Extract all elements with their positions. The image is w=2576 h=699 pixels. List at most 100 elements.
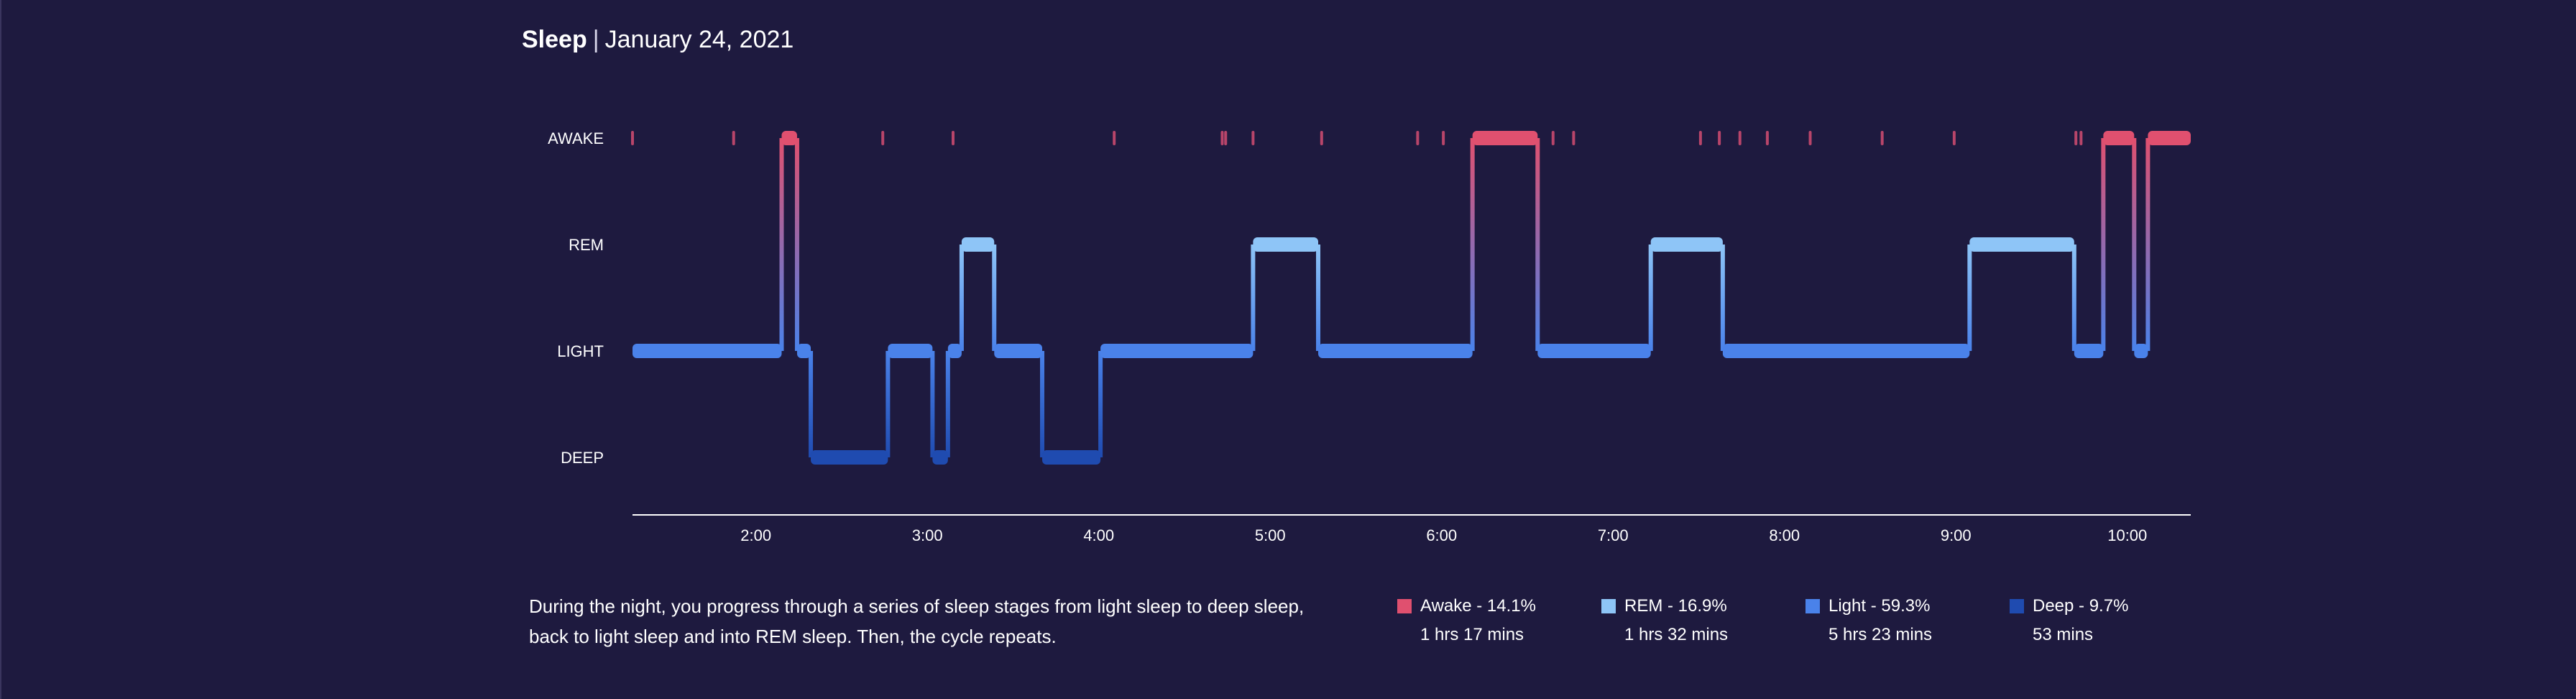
x-tick-label-7-00: 7:00 bbox=[1598, 526, 1629, 544]
legend-item-awake: Awake - 14.1% 1 hrs 17 mins bbox=[1397, 594, 1601, 647]
segment-light-19 bbox=[2074, 344, 2104, 358]
segment-rem-18 bbox=[1969, 237, 2074, 252]
stage-transitions bbox=[779, 138, 2150, 457]
transition-18 bbox=[2071, 245, 2076, 351]
transition-15 bbox=[1648, 245, 1653, 351]
legend-swatch-rem bbox=[1601, 599, 1616, 613]
y-label-deep: DEEP bbox=[561, 449, 604, 467]
segment-light-15 bbox=[1537, 344, 1651, 358]
brief-awakenings bbox=[631, 131, 2083, 145]
x-tick-label-10-00: 10:00 bbox=[2107, 526, 2147, 544]
segment-light-9 bbox=[994, 344, 1043, 358]
segment-light-5 bbox=[888, 344, 933, 358]
transition-12 bbox=[1316, 245, 1321, 351]
legend-duration-awake: 1 hrs 17 mins bbox=[1420, 625, 1524, 644]
transition-3 bbox=[809, 351, 814, 457]
legend-duration-light: 5 hrs 23 mins bbox=[1828, 625, 1933, 644]
transition-19 bbox=[2101, 138, 2106, 351]
y-label-rem: REM bbox=[569, 236, 604, 254]
transition-10 bbox=[1098, 351, 1103, 457]
segment-awake-20 bbox=[2103, 131, 2135, 145]
x-tick-label-5-00: 5:00 bbox=[1255, 526, 1286, 544]
transition-8 bbox=[992, 245, 997, 351]
x-tick-label-2-00: 2:00 bbox=[740, 526, 771, 544]
legend-label-light: Light - 59.3% bbox=[1828, 596, 1931, 616]
segment-awake-22 bbox=[2148, 131, 2191, 145]
segment-awake-14 bbox=[1472, 131, 1538, 145]
brief-awakening-14 bbox=[1698, 131, 1702, 145]
brief-awakening-6 bbox=[1220, 131, 1224, 145]
transition-4 bbox=[886, 351, 891, 457]
legend-duration-rem: 1 hrs 32 mins bbox=[1624, 625, 1729, 644]
transition-5 bbox=[930, 351, 935, 457]
segment-rem-16 bbox=[1650, 237, 1723, 252]
segment-light-1 bbox=[632, 344, 782, 358]
segment-awake-2 bbox=[781, 131, 797, 145]
transition-16 bbox=[1720, 245, 1725, 351]
segment-light-17 bbox=[1722, 344, 1970, 358]
legend-item-deep: Deep - 9.7% 53 mins bbox=[2010, 594, 2214, 647]
brief-awakening-18 bbox=[1808, 131, 1812, 145]
x-tick-label-8-00: 8:00 bbox=[1769, 526, 1800, 544]
legend-label-deep: Deep - 9.7% bbox=[2033, 596, 2129, 616]
y-axis-labels: AWAKE REM LIGHT DEEP bbox=[548, 129, 604, 467]
segment-light-3 bbox=[796, 344, 811, 358]
legend-item-light: Light - 59.3% 5 hrs 23 mins bbox=[1806, 594, 2010, 647]
segment-deep-6 bbox=[932, 450, 948, 465]
legend-swatch-deep bbox=[2010, 599, 2024, 613]
x-tick-label-9-00: 9:00 bbox=[1941, 526, 1972, 544]
transition-2 bbox=[794, 138, 799, 351]
transition-7 bbox=[959, 245, 964, 351]
segment-light-11 bbox=[1100, 344, 1254, 358]
sleep-stages-chart: AWAKE REM LIGHT DEEP 2:00 3:00 4:00 5:00 6:00 7:… bbox=[548, 129, 2191, 544]
x-tick-label-6-00: 6:00 bbox=[1426, 526, 1457, 544]
segment-rem-8 bbox=[961, 237, 995, 252]
legend-swatch-awake bbox=[1397, 599, 1412, 613]
legend-item-rem: REM - 16.9% 1 hrs 32 mins bbox=[1601, 594, 1806, 647]
transition-1 bbox=[779, 138, 784, 351]
stage-segments bbox=[632, 131, 2191, 465]
sleep-date: January 24, 2021 bbox=[604, 26, 794, 53]
legend-swatch-light bbox=[1806, 599, 1820, 613]
transition-17 bbox=[1967, 245, 1972, 351]
transition-20 bbox=[2132, 138, 2137, 351]
brief-awakening-10 bbox=[1416, 131, 1420, 145]
transition-6 bbox=[945, 351, 950, 457]
transition-9 bbox=[1040, 351, 1045, 457]
brief-awakening-16 bbox=[1738, 131, 1742, 145]
segment-light-7 bbox=[947, 344, 962, 358]
brief-awakening-8 bbox=[1251, 131, 1255, 145]
brief-awakening-3 bbox=[881, 131, 885, 145]
brief-awakening-22 bbox=[2079, 131, 2083, 145]
brief-awakening-2 bbox=[732, 131, 735, 145]
y-label-light: LIGHT bbox=[557, 342, 604, 360]
brief-awakening-17 bbox=[1765, 131, 1769, 145]
brief-awakening-12 bbox=[1551, 131, 1555, 145]
brief-awakening-19 bbox=[1880, 131, 1884, 145]
transition-14 bbox=[1535, 138, 1540, 351]
legend: Awake - 14.1% 1 hrs 17 mins REM - 16.9% … bbox=[1397, 594, 2214, 647]
transition-21 bbox=[2145, 138, 2150, 351]
segment-deep-4 bbox=[811, 450, 888, 465]
segment-light-13 bbox=[1318, 344, 1473, 358]
y-label-awake: AWAKE bbox=[548, 129, 604, 147]
brief-awakening-21 bbox=[2074, 131, 2078, 145]
brief-awakening-15 bbox=[1718, 131, 1721, 145]
x-tick-label-4-00: 4:00 bbox=[1083, 526, 1114, 544]
segment-rem-12 bbox=[1253, 237, 1319, 252]
segment-deep-10 bbox=[1042, 450, 1101, 465]
brief-awakening-7 bbox=[1224, 131, 1228, 145]
transition-13 bbox=[1470, 138, 1475, 351]
brief-awakening-11 bbox=[1442, 131, 1445, 145]
transition-11 bbox=[1251, 245, 1256, 351]
legend-duration-deep: 53 mins bbox=[2033, 625, 2094, 644]
brief-awakening-4 bbox=[952, 131, 955, 145]
x-tick-label-3-00: 3:00 bbox=[912, 526, 943, 544]
x-axis-labels: 2:00 3:00 4:00 5:00 6:00 7:00 8:00 9:00 10:00 bbox=[740, 526, 2147, 544]
legend-label-awake: Awake - 14.1% bbox=[1420, 596, 1536, 616]
brief-awakening-9 bbox=[1320, 131, 1323, 145]
brief-awakening-1 bbox=[631, 131, 634, 145]
sleep-stage-description: During the night, you progress through a… bbox=[529, 595, 1305, 647]
brief-awakening-13 bbox=[1572, 131, 1576, 145]
